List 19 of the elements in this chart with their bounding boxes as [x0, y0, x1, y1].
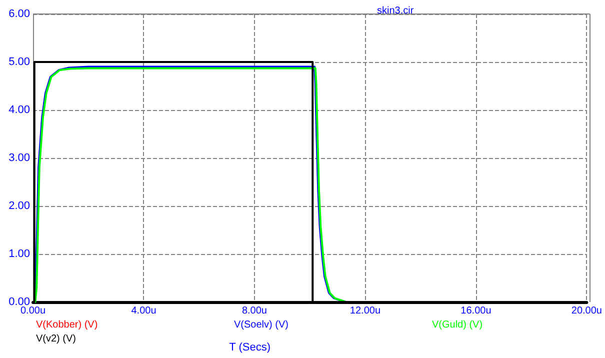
series-label: V(Guld) (V) — [432, 320, 483, 330]
y-tick-label: 6.00 — [8, 8, 30, 20]
x-tick-label: 4.00u — [131, 306, 156, 316]
chart-title: skin3.cir — [377, 6, 414, 16]
x-tick-label: 16.00u — [460, 306, 492, 316]
x-tick-label: 0.00u — [20, 306, 46, 316]
y-tick-label: 1.00 — [8, 248, 30, 260]
text: V(Soelv) (V) — [234, 320, 288, 330]
text: V(v2) (V) — [36, 334, 76, 344]
x-tick-label: 8.00u — [242, 306, 267, 316]
x-tick-label: 12.00u — [350, 306, 381, 316]
y-tick-label: 5.00 — [8, 56, 30, 68]
y-tick-label: 3.00 — [8, 152, 30, 164]
y-tick-label: 4.00 — [8, 104, 30, 116]
y-tick-label: 0.00 — [8, 296, 30, 308]
y-tick-label: 2.00 — [8, 200, 30, 212]
x-tick-label: 20.00u — [571, 306, 602, 316]
legend-label: V(Kobber) (V) — [36, 320, 98, 330]
x-axis-title: T (Secs) — [229, 342, 271, 354]
